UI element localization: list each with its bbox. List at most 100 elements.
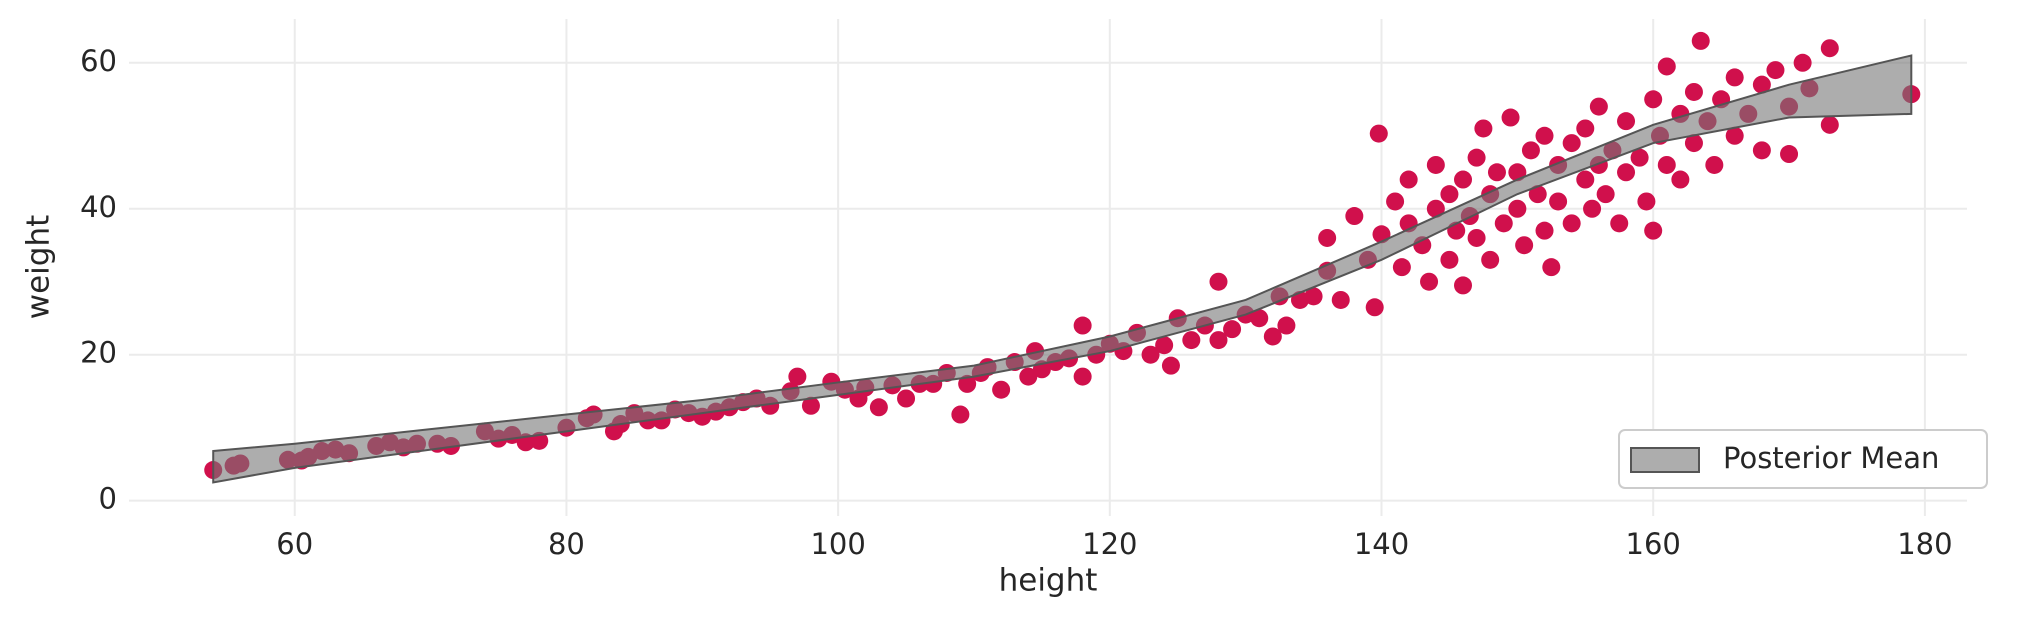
point bbox=[1250, 309, 1269, 328]
point bbox=[1630, 148, 1649, 167]
point bbox=[1508, 199, 1527, 218]
point bbox=[1610, 214, 1629, 233]
point bbox=[1494, 214, 1513, 233]
point bbox=[1725, 126, 1744, 145]
x-tick-label: 60 bbox=[276, 527, 313, 561]
point bbox=[1684, 134, 1703, 153]
point bbox=[1161, 356, 1180, 375]
point bbox=[1644, 90, 1663, 109]
point bbox=[1657, 57, 1676, 76]
x-tick-label: 140 bbox=[1354, 527, 1409, 561]
point bbox=[1209, 331, 1228, 350]
x-tick-label: 160 bbox=[1626, 527, 1681, 561]
point bbox=[1684, 82, 1703, 101]
point bbox=[1562, 134, 1581, 153]
y-tick-label: 40 bbox=[80, 190, 117, 224]
point bbox=[1528, 185, 1547, 204]
point bbox=[1369, 124, 1388, 143]
point bbox=[1073, 367, 1092, 386]
point bbox=[869, 398, 888, 417]
point bbox=[1426, 199, 1445, 218]
point bbox=[1691, 31, 1710, 50]
point bbox=[1589, 97, 1608, 116]
point bbox=[1386, 192, 1405, 211]
point bbox=[1725, 68, 1744, 87]
x-tick-label: 80 bbox=[548, 527, 585, 561]
posterior-band bbox=[212, 54, 1913, 484]
y-tick-label: 0 bbox=[99, 482, 117, 516]
point bbox=[1467, 228, 1486, 247]
point bbox=[1365, 298, 1384, 317]
point bbox=[1820, 115, 1839, 134]
point bbox=[1793, 53, 1812, 72]
point bbox=[1331, 290, 1350, 309]
point bbox=[1542, 258, 1561, 277]
point bbox=[1209, 272, 1228, 291]
point bbox=[897, 389, 916, 408]
point bbox=[1454, 276, 1473, 295]
point bbox=[1583, 199, 1602, 218]
point bbox=[1657, 155, 1676, 174]
point bbox=[1617, 112, 1636, 131]
point bbox=[1752, 75, 1771, 94]
y-tick-label: 20 bbox=[80, 336, 117, 370]
point bbox=[1576, 119, 1595, 138]
point bbox=[1617, 163, 1636, 182]
point bbox=[1820, 39, 1839, 58]
point bbox=[801, 396, 820, 415]
point bbox=[992, 380, 1011, 399]
point bbox=[788, 367, 807, 386]
y-axis-label: weight bbox=[21, 215, 57, 320]
point bbox=[1440, 250, 1459, 269]
point bbox=[1141, 345, 1160, 364]
point bbox=[1487, 163, 1506, 182]
point bbox=[1392, 258, 1411, 277]
y-tick-label: 60 bbox=[80, 44, 117, 78]
point bbox=[1780, 145, 1799, 164]
point bbox=[1521, 141, 1540, 160]
point bbox=[1426, 155, 1445, 174]
x-axis-label: height bbox=[999, 563, 1098, 599]
point bbox=[958, 374, 977, 393]
point bbox=[1263, 327, 1282, 346]
legend-label: Posterior Mean bbox=[1723, 441, 1939, 475]
point bbox=[1596, 185, 1615, 204]
point bbox=[1637, 192, 1656, 211]
point bbox=[1440, 185, 1459, 204]
point bbox=[1576, 170, 1595, 189]
point bbox=[1705, 155, 1724, 174]
point bbox=[1155, 336, 1174, 355]
x-tick-label: 100 bbox=[810, 527, 865, 561]
point bbox=[951, 405, 970, 424]
point bbox=[1318, 228, 1337, 247]
point bbox=[1420, 272, 1439, 291]
point bbox=[1644, 221, 1663, 240]
point bbox=[1073, 316, 1092, 335]
point bbox=[1549, 192, 1568, 211]
point bbox=[1535, 221, 1554, 240]
point bbox=[1671, 170, 1690, 189]
point bbox=[1223, 320, 1242, 339]
point bbox=[1481, 250, 1500, 269]
legend-box bbox=[1618, 429, 1988, 489]
point bbox=[1467, 148, 1486, 167]
point bbox=[1019, 367, 1038, 386]
point bbox=[1501, 108, 1520, 127]
x-tick-label: 120 bbox=[1082, 527, 1137, 561]
point bbox=[1535, 126, 1554, 145]
point bbox=[1562, 214, 1581, 233]
point bbox=[1345, 207, 1364, 226]
x-tick-label: 180 bbox=[1897, 527, 1952, 561]
point bbox=[1454, 170, 1473, 189]
point bbox=[1752, 141, 1771, 160]
point bbox=[1474, 119, 1493, 138]
point bbox=[1399, 170, 1418, 189]
point bbox=[1304, 287, 1323, 306]
legend-swatch bbox=[1630, 447, 1700, 473]
point bbox=[1277, 316, 1296, 335]
point bbox=[1766, 61, 1785, 80]
point bbox=[1182, 331, 1201, 350]
point bbox=[1515, 236, 1534, 255]
